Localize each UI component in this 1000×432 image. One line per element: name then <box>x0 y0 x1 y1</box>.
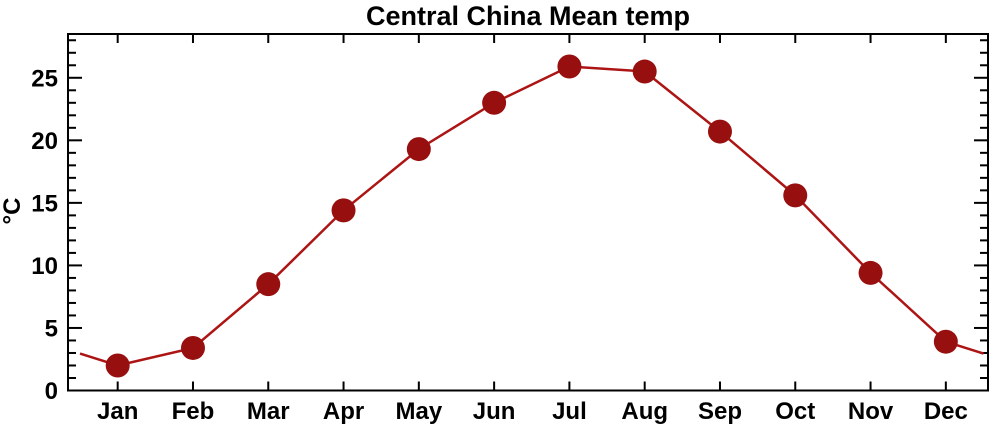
x-tick-label-jun: Jun <box>473 398 516 425</box>
temperature-line <box>79 65 984 367</box>
x-tick-label-sep: Sep <box>698 398 742 425</box>
data-point-feb <box>180 335 205 360</box>
data-point-dec <box>933 329 958 354</box>
data-point-may <box>406 137 431 162</box>
y-tick-label: 10 <box>31 253 58 280</box>
x-tick-label-may: May <box>395 398 442 425</box>
data-point-nov <box>858 260 883 285</box>
y-tick-label: 15 <box>31 190 58 217</box>
data-point-apr <box>331 198 356 223</box>
plot-frame <box>67 33 989 392</box>
x-tick-label-mar: Mar <box>247 398 290 425</box>
y-tick-label: 20 <box>31 128 58 155</box>
y-tick-label: 25 <box>31 65 58 92</box>
y-tick-label: 0 <box>45 378 58 405</box>
chart-title: Central China Mean temp <box>365 1 691 31</box>
x-tick-label-jan: Jan <box>97 398 138 425</box>
x-tick-label-feb: Feb <box>172 398 215 425</box>
x-tick-label-nov: Nov <box>848 398 894 425</box>
x-tick-label-aug: Aug <box>621 398 668 425</box>
data-point-aug <box>632 59 657 84</box>
data-point-mar <box>256 272 281 297</box>
x-tick-label-apr: Apr <box>323 398 364 425</box>
x-tick-label-oct: Oct <box>775 398 815 425</box>
y-tick-label: 5 <box>45 315 58 342</box>
data-point-sep <box>707 119 732 144</box>
data-point-jun <box>482 90 507 115</box>
x-tick-label-jul: Jul <box>552 398 587 425</box>
data-point-oct <box>783 183 808 208</box>
data-point-jul <box>557 54 582 79</box>
data-point-jan <box>105 353 130 378</box>
x-tick-label-dec: Dec <box>924 398 968 425</box>
